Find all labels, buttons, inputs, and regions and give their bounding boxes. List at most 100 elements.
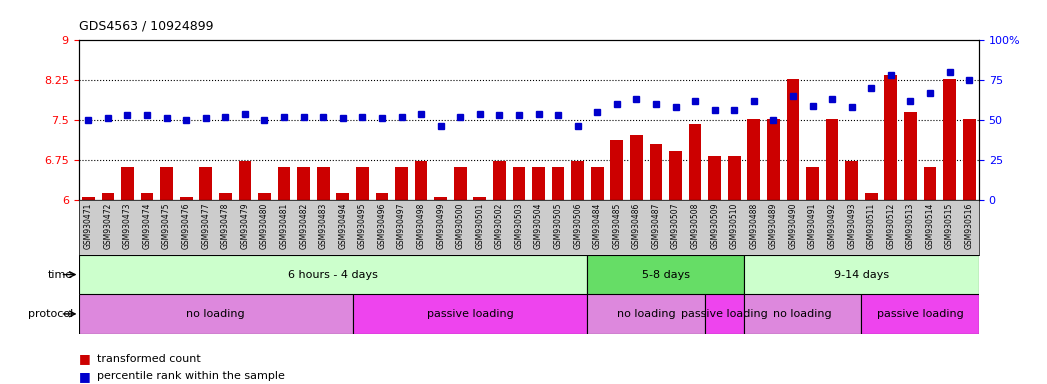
Text: no loading: no loading (774, 309, 832, 319)
Bar (806, 167, 819, 200)
Text: GSM930511: GSM930511 (867, 202, 875, 249)
Bar (826, 119, 839, 200)
Bar (356, 167, 369, 200)
Bar (532, 167, 544, 200)
Bar (885, 75, 897, 200)
Text: GSM930481: GSM930481 (280, 202, 289, 249)
Bar (199, 167, 213, 200)
Text: GSM930491: GSM930491 (808, 202, 817, 249)
Text: GSM930514: GSM930514 (926, 202, 935, 249)
Text: GSM930492: GSM930492 (827, 202, 837, 249)
Bar (744, 294, 862, 334)
Text: no loading: no loading (186, 309, 245, 319)
Text: 9-14 days: 9-14 days (834, 270, 889, 280)
Bar (865, 193, 877, 200)
Bar (630, 135, 643, 200)
Text: percentile rank within the sample: percentile rank within the sample (97, 371, 285, 381)
Bar (709, 156, 721, 200)
Bar (376, 193, 388, 200)
Bar (353, 294, 587, 334)
Text: GSM930504: GSM930504 (534, 202, 543, 249)
Bar (649, 144, 663, 200)
Bar (943, 79, 956, 200)
Text: GSM930483: GSM930483 (318, 202, 328, 249)
Text: protocol: protocol (28, 309, 73, 319)
Text: GSM930486: GSM930486 (632, 202, 641, 249)
Text: GSM930471: GSM930471 (84, 202, 93, 249)
Bar (180, 197, 193, 200)
Bar (493, 161, 506, 200)
Text: GSM930515: GSM930515 (945, 202, 954, 249)
Text: GSM930508: GSM930508 (691, 202, 699, 249)
Text: GSM930473: GSM930473 (122, 202, 132, 249)
Text: GSM930506: GSM930506 (573, 202, 582, 249)
Text: GSM930493: GSM930493 (847, 202, 856, 249)
Text: GSM930489: GSM930489 (768, 202, 778, 249)
Bar (610, 140, 623, 200)
Bar (748, 119, 760, 200)
Bar (591, 167, 604, 200)
Text: GSM930512: GSM930512 (887, 202, 895, 249)
Bar (297, 167, 310, 200)
Text: passive loading: passive loading (682, 309, 767, 319)
Bar (317, 167, 330, 200)
Text: GSM930509: GSM930509 (710, 202, 719, 249)
Bar (259, 193, 271, 200)
Text: GSM930503: GSM930503 (514, 202, 524, 249)
Bar (862, 294, 979, 334)
Bar (728, 156, 740, 200)
Bar (689, 124, 701, 200)
Text: GSM930500: GSM930500 (455, 202, 465, 249)
Bar (121, 167, 134, 200)
Text: GSM930490: GSM930490 (788, 202, 798, 249)
Bar (415, 161, 427, 200)
Text: 6 hours - 4 days: 6 hours - 4 days (288, 270, 378, 280)
Text: time: time (48, 270, 73, 280)
Text: GSM930488: GSM930488 (750, 202, 758, 249)
Text: GSM930485: GSM930485 (612, 202, 621, 249)
Bar (552, 167, 564, 200)
Bar (473, 197, 486, 200)
Bar (239, 161, 251, 200)
Text: transformed count: transformed count (97, 354, 201, 364)
Bar (767, 119, 780, 200)
Text: GSM930482: GSM930482 (299, 202, 308, 249)
Text: GSM930472: GSM930472 (104, 202, 112, 249)
Text: GSM930501: GSM930501 (475, 202, 485, 249)
Text: GSM930507: GSM930507 (671, 202, 681, 249)
Bar (572, 161, 584, 200)
Text: passive loading: passive loading (876, 309, 963, 319)
Text: GSM930495: GSM930495 (358, 202, 366, 249)
Text: GSM930499: GSM930499 (437, 202, 445, 249)
Bar (277, 167, 290, 200)
Bar (219, 193, 231, 200)
Text: GSM930477: GSM930477 (201, 202, 210, 249)
Bar (786, 79, 799, 200)
Text: GSM930496: GSM930496 (377, 202, 386, 249)
Bar (160, 167, 173, 200)
Text: ■: ■ (79, 370, 90, 383)
Text: GSM930502: GSM930502 (495, 202, 504, 249)
Text: GSM930516: GSM930516 (964, 202, 974, 249)
Bar (79, 294, 353, 334)
Text: GSM930479: GSM930479 (241, 202, 249, 249)
Text: GSM930480: GSM930480 (260, 202, 269, 249)
Bar (453, 167, 467, 200)
Bar (140, 193, 154, 200)
Bar (587, 255, 744, 294)
Text: GSM930505: GSM930505 (554, 202, 562, 249)
Bar (904, 112, 917, 200)
Text: GSM930498: GSM930498 (417, 202, 425, 249)
Text: passive loading: passive loading (426, 309, 513, 319)
Bar (669, 151, 682, 200)
Bar (395, 167, 408, 200)
Text: GSM930484: GSM930484 (593, 202, 602, 249)
Bar (587, 294, 705, 334)
Bar (845, 161, 859, 200)
Text: GSM930478: GSM930478 (221, 202, 230, 249)
Bar (705, 294, 744, 334)
Bar (435, 197, 447, 200)
Bar (744, 255, 979, 294)
Text: GSM930487: GSM930487 (651, 202, 661, 249)
Bar (82, 197, 94, 200)
